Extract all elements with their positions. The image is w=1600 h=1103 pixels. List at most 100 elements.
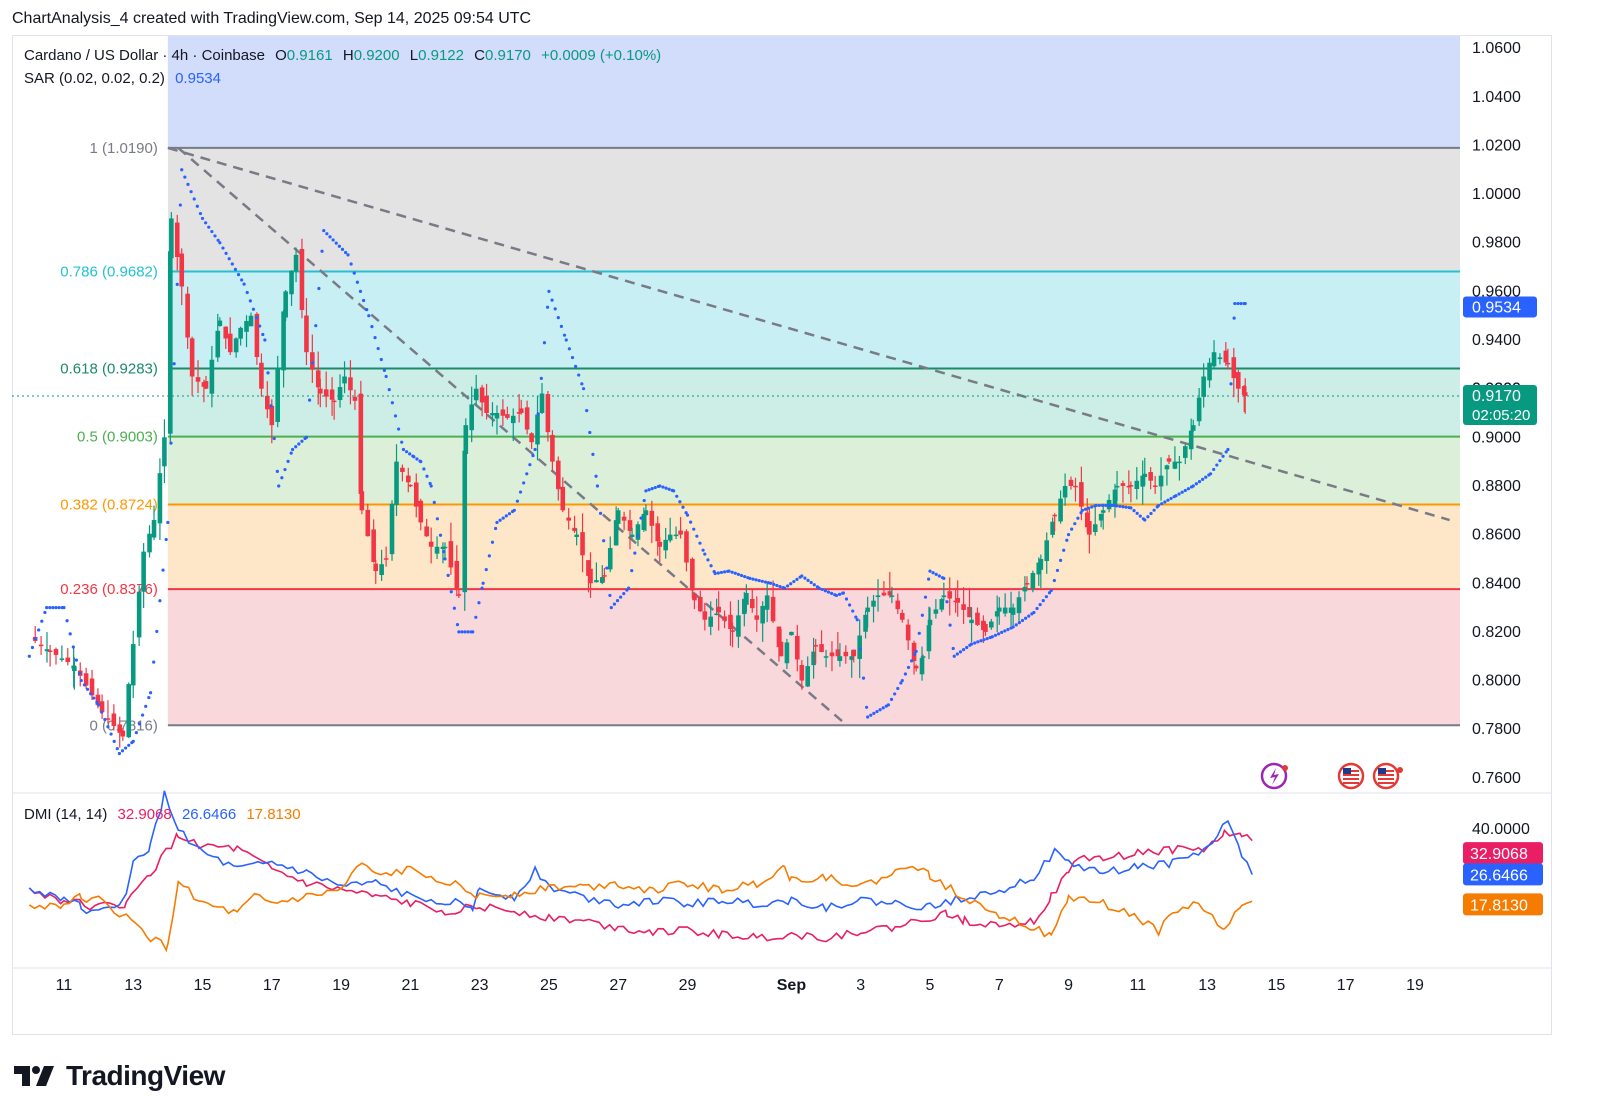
sar-dot: [545, 305, 550, 309]
sar-dot: [74, 658, 79, 662]
sar-dot: [1079, 511, 1083, 515]
candle-body: [359, 491, 365, 511]
sar-dot: [1049, 588, 1053, 593]
sar-dot: [275, 469, 279, 473]
x-axis-tick: 11: [56, 977, 73, 994]
sar-dot: [474, 615, 478, 619]
candle-body: [223, 326, 229, 339]
sar-dot: [574, 364, 578, 368]
sar-dot: [923, 595, 928, 599]
flag-stripe: [1343, 774, 1359, 776]
symbol-legend: Cardano / US Dollar · 4h · Coinbase O0.9…: [24, 47, 667, 64]
sar-dot: [393, 414, 398, 418]
sar-dot: [1129, 506, 1133, 510]
sar-dot: [1194, 482, 1198, 486]
candle-body: [1223, 350, 1229, 363]
sar-dot: [493, 526, 498, 531]
candle-body: [162, 437, 167, 467]
sar-dot: [432, 500, 436, 504]
candle-body: [371, 529, 376, 562]
candle-body: [484, 395, 489, 413]
sar-dot: [763, 580, 768, 584]
candle-body: [911, 642, 917, 662]
sar-dot: [1229, 382, 1233, 386]
sar-dot: [1038, 602, 1042, 607]
candle-body: [760, 605, 765, 624]
x-axis-tick: 15: [1268, 977, 1286, 994]
high-label: H: [342, 47, 354, 64]
sar-dot: [370, 325, 374, 329]
sar-dot: [1239, 301, 1243, 306]
sar-dot: [893, 692, 897, 696]
candle-body: [1242, 392, 1248, 396]
candle-body: [413, 482, 419, 507]
candle-body: [53, 649, 59, 655]
sar-dot: [92, 696, 96, 700]
sar-dot: [175, 282, 179, 286]
sar-dot: [443, 557, 447, 561]
candle-body: [469, 404, 474, 431]
sar-dot: [1201, 477, 1205, 482]
x-axis-tick: 11: [1130, 977, 1147, 994]
candle-body: [947, 591, 953, 599]
candle-body: [1073, 485, 1078, 488]
candle-body: [373, 563, 379, 572]
candle-body: [863, 614, 868, 632]
candle-body: [379, 564, 384, 575]
sar-dot: [248, 299, 252, 303]
chart-frame: [12, 35, 1552, 1035]
sar-dot: [30, 645, 35, 650]
candle-body: [72, 665, 77, 672]
sar-dot: [124, 746, 128, 750]
sar-dot: [131, 739, 135, 743]
sar-dot: [200, 216, 205, 221]
fib-zone-0-5: [167, 436, 1461, 505]
sar-dot: [1124, 505, 1128, 509]
sar-dot: [27, 654, 31, 658]
candle-body: [1211, 352, 1217, 367]
candle-body: [215, 330, 221, 358]
sar-dot: [664, 486, 668, 490]
candle-body: [358, 393, 364, 494]
sar-dot: [286, 459, 290, 463]
sar-dot: [522, 481, 526, 485]
candle-body: [889, 595, 895, 597]
sar-dot: [498, 518, 502, 522]
sar-dot: [97, 703, 101, 707]
sar-dot: [920, 613, 924, 617]
sar-dot: [343, 250, 348, 255]
sar-dot: [934, 572, 938, 576]
sar-dot: [515, 499, 520, 503]
flag-canton: [1378, 768, 1386, 774]
sar-dot: [490, 540, 495, 544]
candle-body: [383, 558, 389, 560]
candle-body: [613, 520, 619, 546]
candle-body: [195, 377, 201, 382]
tradingview-logo[interactable]: TradingView: [14, 1060, 225, 1092]
candle-body: [572, 527, 577, 531]
candle-body: [594, 580, 599, 583]
sar-dot: [512, 508, 516, 512]
sar-dot: [772, 582, 776, 586]
sar-dot: [951, 646, 955, 651]
sar-dot: [322, 228, 326, 233]
sar-dot: [1236, 301, 1240, 306]
y-axis-tick: 1.0000: [1472, 186, 1521, 203]
x-axis-tick: 19: [332, 977, 350, 994]
sar-dot: [886, 703, 891, 707]
candle-body: [244, 320, 249, 332]
sar-dot: [37, 628, 41, 632]
sar-dot: [903, 672, 907, 676]
candle-body: [500, 409, 506, 416]
sar-dot: [435, 517, 439, 521]
price-marker-2: [1463, 384, 1537, 425]
candle-body: [1084, 512, 1090, 528]
candle-body: [342, 376, 347, 384]
sar-dot: [698, 541, 702, 545]
sar-dot: [355, 280, 359, 284]
candle-body: [996, 607, 1002, 612]
fib-label-0-5: 0.5 (0.9003): [77, 429, 158, 446]
sar-dot: [1157, 503, 1161, 508]
dmi-legend: DMI (14, 14) 32.9068 26.6466 17.8130: [24, 806, 307, 823]
